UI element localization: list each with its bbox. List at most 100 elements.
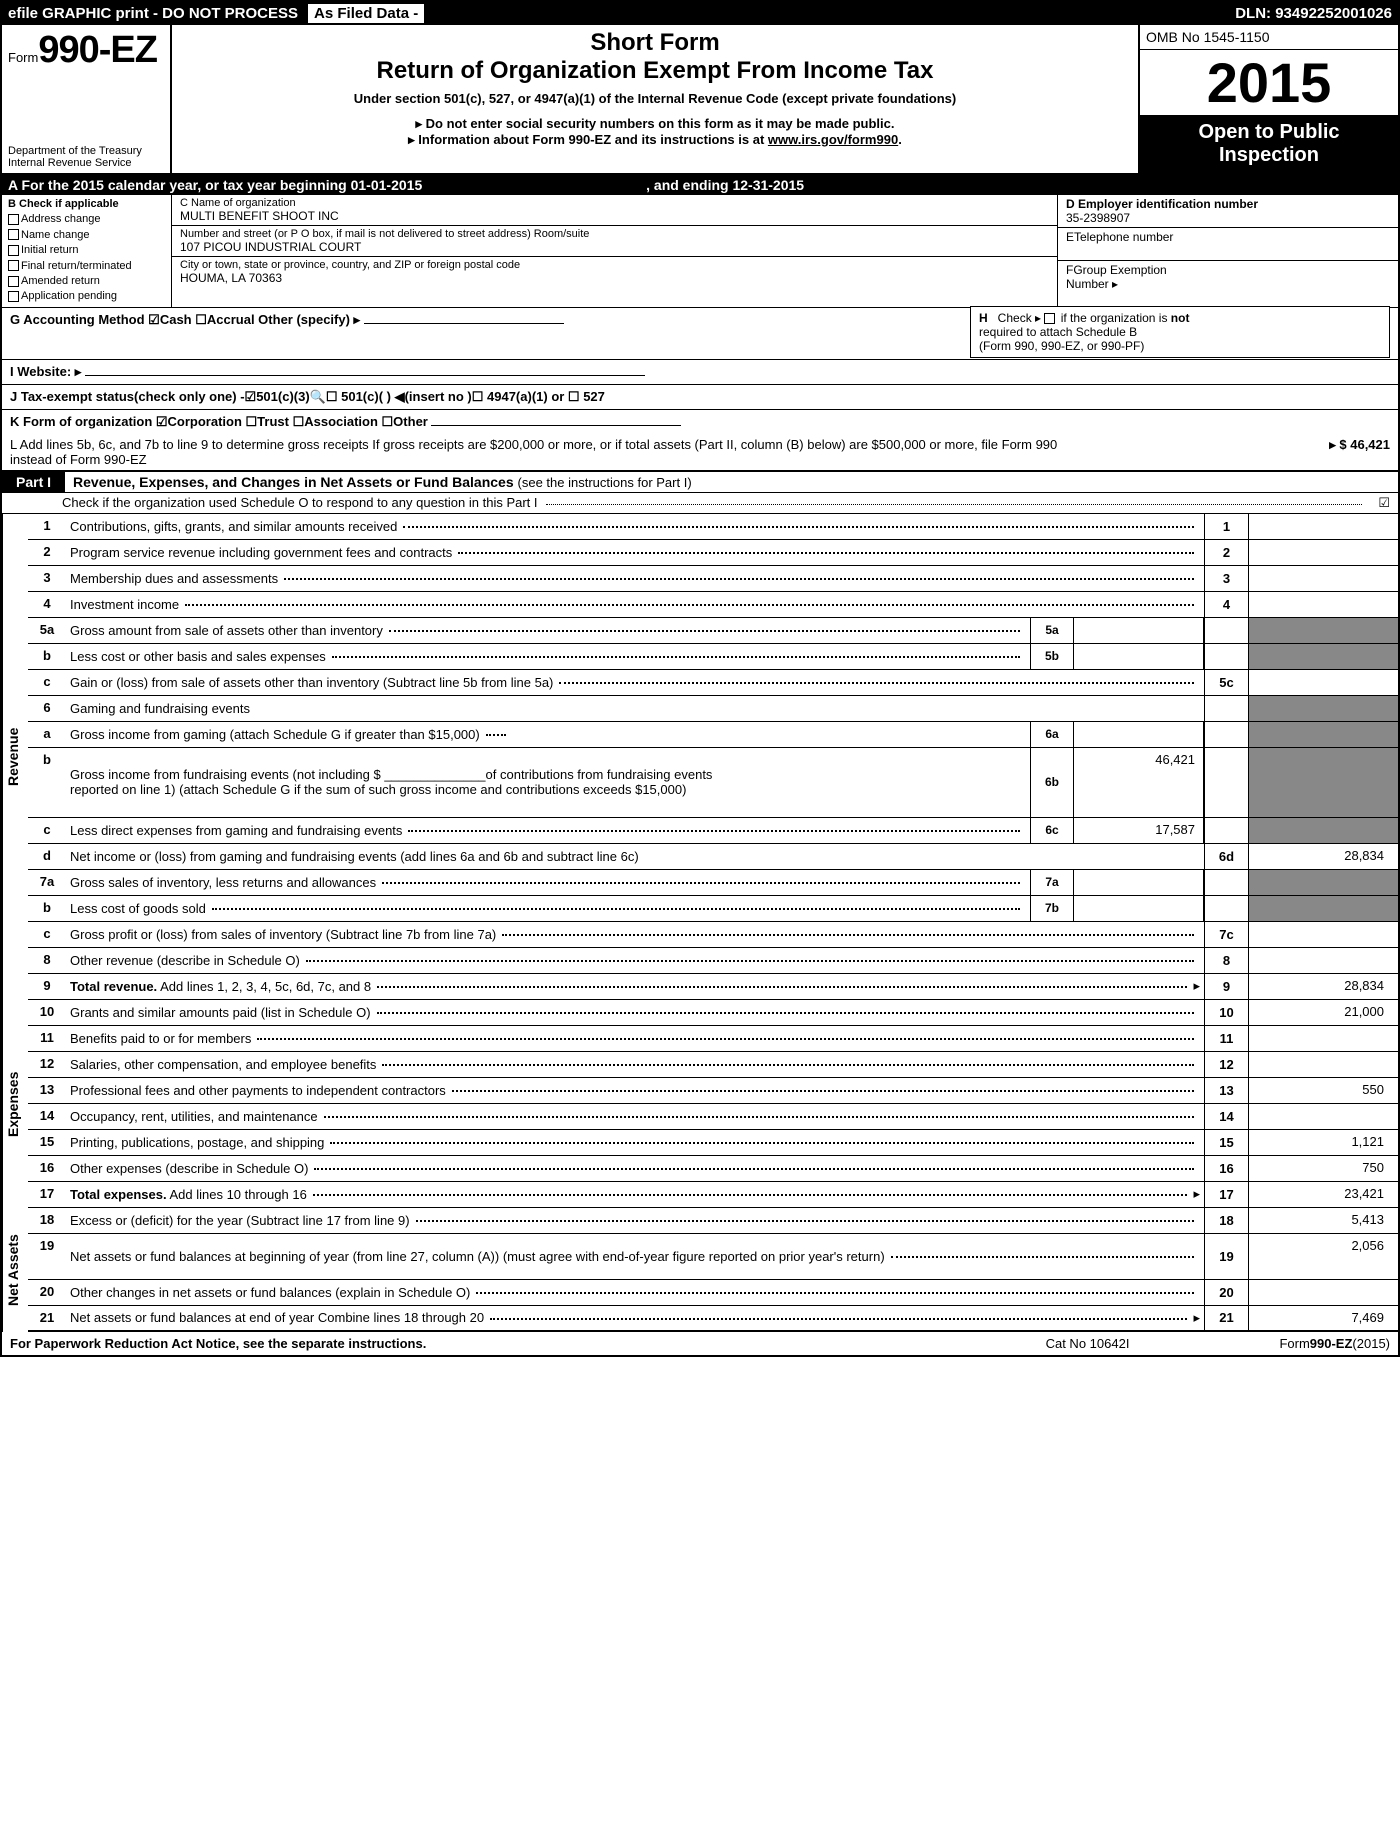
b-opt-final: Final return/terminated bbox=[8, 259, 165, 274]
part1-bar: Part I Revenue, Expenses, and Changes in… bbox=[2, 471, 1398, 493]
dots bbox=[546, 495, 1362, 505]
line-20: 20 Other changes in net assets or fund b… bbox=[28, 1280, 1398, 1306]
schedule-o-row: Check if the organization used Schedule … bbox=[2, 493, 1398, 514]
i-blank bbox=[85, 375, 645, 376]
expenses-rows: 10 Grants and similar amounts paid (list… bbox=[28, 1000, 1398, 1208]
line-12: 12 Salaries, other compensation, and emp… bbox=[28, 1052, 1398, 1078]
section-g: G Accounting Method ☑Cash ☐Accrual Other… bbox=[2, 308, 1398, 360]
notice-info-prefix: ▸ Information about Form 990-EZ and its … bbox=[408, 132, 768, 147]
topbar: efile GRAPHIC print - DO NOT PROCESS As … bbox=[2, 2, 1398, 25]
arrow-icon: ▸ bbox=[1193, 978, 1200, 994]
efile-label: efile GRAPHIC print - DO NOT PROCESS bbox=[8, 5, 298, 22]
line-6d: d Net income or (loss) from gaming and f… bbox=[28, 844, 1398, 870]
line-6: 6 Gaming and fundraising events bbox=[28, 696, 1398, 722]
c-name-value: MULTI BENEFIT SHOOT INC bbox=[180, 209, 1049, 223]
omb-number: OMB No 1545-1150 bbox=[1140, 25, 1398, 50]
irs-link[interactable]: www.irs.gov/form990 bbox=[768, 132, 898, 147]
line-9: 9 Total revenue. Add lines 1, 2, 3, 4, 5… bbox=[28, 974, 1398, 1000]
dept-block: Department of the Treasury Internal Reve… bbox=[8, 145, 164, 169]
section-def: D Employer identification number 35-2398… bbox=[1058, 195, 1398, 307]
c-city-value: HOUMA, LA 70363 bbox=[180, 271, 1049, 285]
line-6c: c Less direct expenses from gaming and f… bbox=[28, 818, 1398, 844]
form-number: Form 990-EZ bbox=[8, 29, 164, 72]
line-2: 2 Program service revenue including gove… bbox=[28, 540, 1398, 566]
netassets-label: Net Assets bbox=[2, 1208, 28, 1332]
line-7a: 7a Gross sales of inventory, less return… bbox=[28, 870, 1398, 896]
d-label: D Employer identification number bbox=[1066, 197, 1390, 211]
as-filed-label: As Filed Data - bbox=[308, 4, 424, 23]
arrow-icon: ▸ bbox=[1193, 1186, 1200, 1202]
b-opt-amended: Amended return bbox=[8, 274, 165, 289]
d-cell: D Employer identification number 35-2398… bbox=[1058, 195, 1398, 228]
h-l3: (Form 990, 990-EZ, or 990-PF) bbox=[979, 339, 1381, 353]
notice-info: ▸ Information about Form 990-EZ and its … bbox=[192, 132, 1118, 148]
expenses-grid: Expenses 10 Grants and similar amounts p… bbox=[2, 1000, 1398, 1208]
line-4: 4 Investment income 4 bbox=[28, 592, 1398, 618]
footer: For Paperwork Reduction Act Notice, see … bbox=[2, 1332, 1398, 1355]
line-1: 1 Contributions, gifts, grants, and simi… bbox=[28, 514, 1398, 540]
k-text: K Form of organization ☑Corporation ☐Tru… bbox=[10, 414, 428, 429]
revenue-label: Revenue bbox=[2, 514, 28, 1000]
line-3: 3 Membership dues and assessments 3 bbox=[28, 566, 1398, 592]
line-18: 18 Excess or (deficit) for the year (Sub… bbox=[28, 1208, 1398, 1234]
section-k: K Form of organization ☑Corporation ☐Tru… bbox=[2, 410, 1398, 434]
revenue-grid: Revenue 1 Contributions, gifts, grants, … bbox=[2, 514, 1398, 1000]
h-l2: required to attach Schedule B bbox=[979, 325, 1381, 339]
title-return: Return of Organization Exempt From Incom… bbox=[192, 57, 1118, 85]
line-6b: b Gross income from fundraising events (… bbox=[28, 748, 1398, 818]
revenue-rows: 1 Contributions, gifts, grants, and simi… bbox=[28, 514, 1398, 1000]
line-19: 19 Net assets or fund balances at beginn… bbox=[28, 1234, 1398, 1280]
footer-notice: For Paperwork Reduction Act Notice, see … bbox=[10, 1336, 1046, 1351]
i-text: I Website: ▸ bbox=[10, 364, 81, 379]
b-title: B Check if applicable bbox=[8, 197, 165, 212]
line-21: 21 Net assets or fund balances at end of… bbox=[28, 1306, 1398, 1332]
form-prefix: Form bbox=[8, 50, 38, 65]
c-name-label: C Name of organization bbox=[180, 197, 1049, 209]
f-cell: FGroup Exemption Number ▸ bbox=[1058, 261, 1398, 293]
line-10: 10 Grants and similar amounts paid (list… bbox=[28, 1000, 1398, 1026]
h-l1: H Check ▸ if the organization is not bbox=[979, 311, 1381, 325]
section-b: B Check if applicable Address change Nam… bbox=[2, 195, 172, 307]
part1-label: Part I bbox=[2, 472, 65, 492]
dept-treasury: Department of the Treasury bbox=[8, 145, 164, 157]
f-label2: Number ▸ bbox=[1066, 277, 1390, 291]
footer-form: Form990-EZ(2015) bbox=[1279, 1336, 1390, 1351]
dept-irs: Internal Revenue Service bbox=[8, 157, 164, 169]
netassets-grid: Net Assets 18 Excess or (deficit) for th… bbox=[2, 1208, 1398, 1332]
line-17: 17 Total expenses. Add lines 10 through … bbox=[28, 1182, 1398, 1208]
section-i: I Website: ▸ bbox=[2, 360, 1398, 385]
section-l: L Add lines 5b, 6c, and 7b to line 9 to … bbox=[2, 434, 1398, 471]
b-opt-initial: Initial return bbox=[8, 243, 165, 258]
form-990ez-page: efile GRAPHIC print - DO NOT PROCESS As … bbox=[0, 0, 1400, 1357]
line-14: 14 Occupancy, rent, utilities, and maint… bbox=[28, 1104, 1398, 1130]
notice-info-suffix: . bbox=[898, 132, 902, 147]
f-label: FGroup Exemption bbox=[1066, 263, 1390, 277]
e-label: ETelephone number bbox=[1066, 230, 1390, 244]
d-value: 35-2398907 bbox=[1066, 211, 1390, 225]
line-5b: b Less cost or other basis and sales exp… bbox=[28, 644, 1398, 670]
line-7c: c Gross profit or (loss) from sales of i… bbox=[28, 922, 1398, 948]
header-center: Short Form Return of Organization Exempt… bbox=[172, 25, 1138, 173]
line-11: 11 Benefits paid to or for members 11 bbox=[28, 1026, 1398, 1052]
line-13: 13 Professional fees and other payments … bbox=[28, 1078, 1398, 1104]
b-opt-pending: Application pending bbox=[8, 289, 165, 304]
inspection-box: Open to Public Inspection bbox=[1140, 115, 1398, 173]
part1-title: Revenue, Expenses, and Changes in Net As… bbox=[65, 472, 700, 492]
b-opt-name: Name change bbox=[8, 228, 165, 243]
line-8: 8 Other revenue (describe in Schedule O)… bbox=[28, 948, 1398, 974]
subtitle: Under section 501(c), 527, or 4947(a)(1)… bbox=[192, 91, 1118, 106]
section-a-ending: , and ending 12-31-2015 bbox=[646, 177, 804, 193]
header-block: Form 990-EZ Department of the Treasury I… bbox=[2, 25, 1398, 175]
header-left: Form 990-EZ Department of the Treasury I… bbox=[2, 25, 172, 173]
c-name-cell: C Name of organization MULTI BENEFIT SHO… bbox=[172, 195, 1057, 226]
l-text: L Add lines 5b, 6c, and 7b to line 9 to … bbox=[10, 437, 1090, 467]
bcdef-row: B Check if applicable Address change Nam… bbox=[2, 195, 1398, 308]
netassets-rows: 18 Excess or (deficit) for the year (Sub… bbox=[28, 1208, 1398, 1332]
c-street-cell: Number and street (or P O box, if mail i… bbox=[172, 226, 1057, 257]
expenses-label: Expenses bbox=[2, 1000, 28, 1208]
line-6a: a Gross income from gaming (attach Sched… bbox=[28, 722, 1398, 748]
j-text: J Tax-exempt status(check only one) -☑50… bbox=[10, 389, 605, 404]
section-a-text: A For the 2015 calendar year, or tax yea… bbox=[8, 177, 422, 193]
line-5a: 5a Gross amount from sale of assets othe… bbox=[28, 618, 1398, 644]
dln-label: DLN: 93492252001026 bbox=[1235, 5, 1392, 22]
